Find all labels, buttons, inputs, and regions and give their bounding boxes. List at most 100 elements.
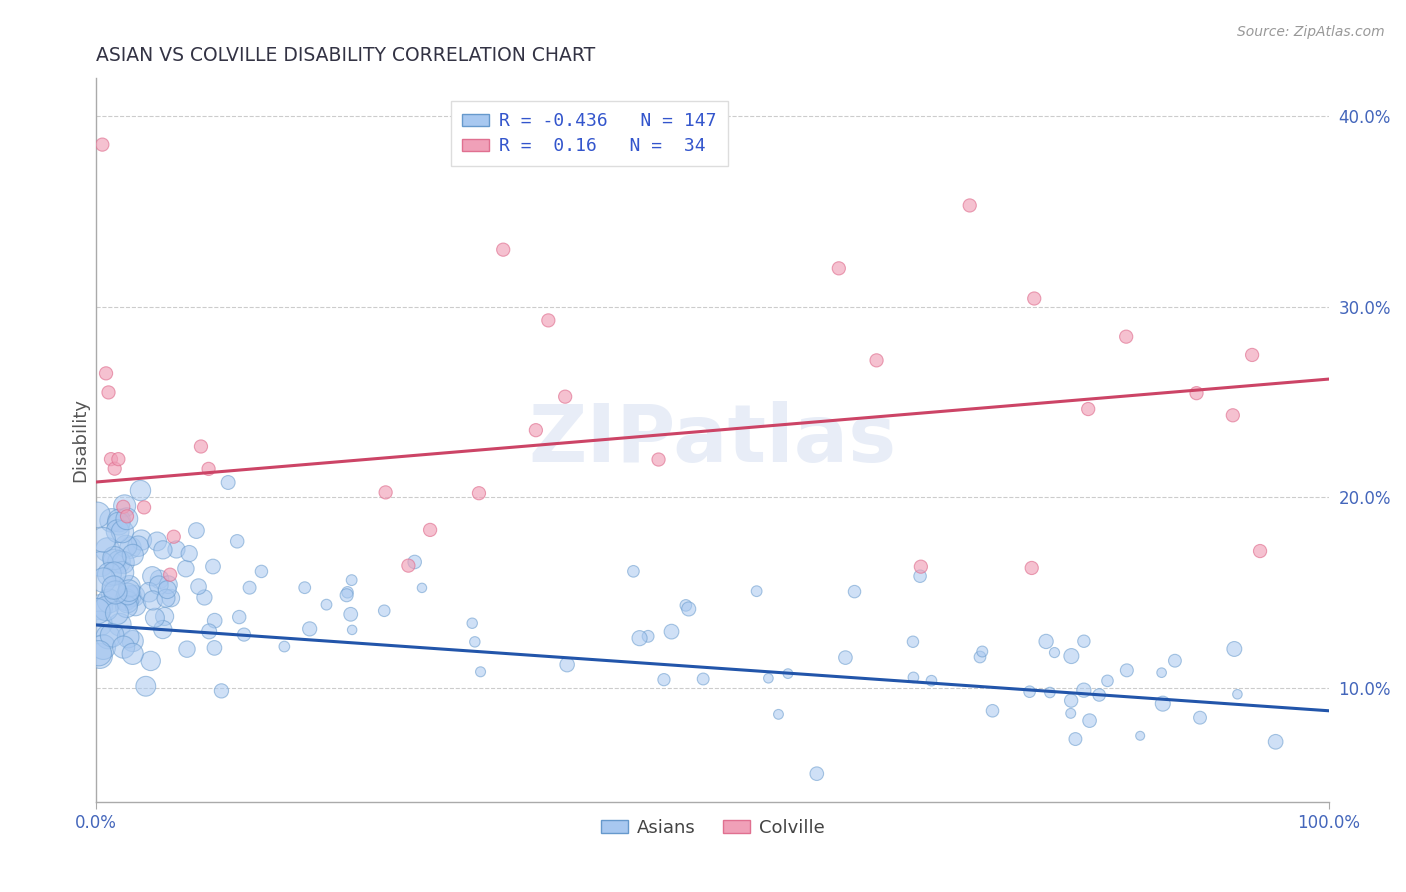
Point: [152, 542, 174, 557]
Point: [758, 671, 780, 685]
Point: [340, 573, 363, 587]
Point: [204, 640, 226, 655]
Point: [209, 684, 232, 698]
Point: [107, 452, 129, 467]
Point: [554, 390, 576, 404]
Point: [652, 673, 675, 687]
Point: [135, 679, 157, 693]
Y-axis label: Disability: Disability: [72, 398, 89, 482]
Point: [1129, 729, 1152, 743]
Point: [159, 591, 181, 605]
Point: [138, 585, 160, 599]
Point: [152, 623, 174, 637]
Point: [112, 500, 135, 514]
Point: [903, 670, 925, 684]
Point: [115, 592, 138, 607]
Point: [91, 137, 114, 152]
Point: [163, 530, 186, 544]
Point: [336, 585, 359, 599]
Point: [115, 599, 138, 614]
Point: [1073, 683, 1095, 698]
Point: [93, 573, 115, 587]
Point: [104, 585, 127, 599]
Point: [1018, 684, 1040, 698]
Point: [1073, 634, 1095, 648]
Point: [111, 524, 134, 539]
Text: ASIAN VS COLVILLE DISABILITY CORRELATION CHART: ASIAN VS COLVILLE DISABILITY CORRELATION…: [96, 46, 595, 65]
Point: [121, 647, 143, 661]
Point: [89, 600, 111, 615]
Point: [1115, 664, 1137, 678]
Text: ZIPatlas: ZIPatlas: [529, 401, 897, 479]
Point: [117, 630, 139, 644]
Point: [115, 509, 138, 524]
Point: [179, 547, 201, 561]
Point: [97, 385, 120, 400]
Point: [114, 499, 136, 513]
Point: [1097, 673, 1119, 688]
Point: [1223, 642, 1246, 657]
Point: [174, 562, 197, 576]
Point: [806, 766, 828, 780]
Point: [461, 616, 484, 631]
Point: [118, 583, 141, 598]
Point: [89, 648, 111, 663]
Point: [1088, 688, 1111, 702]
Point: [315, 598, 337, 612]
Point: [124, 599, 146, 613]
Point: [108, 617, 131, 632]
Point: [186, 524, 208, 538]
Point: [233, 627, 256, 641]
Point: [187, 580, 209, 594]
Point: [142, 593, 165, 607]
Point: [98, 567, 121, 582]
Point: [91, 533, 114, 547]
Point: [111, 566, 134, 580]
Point: [1222, 409, 1244, 423]
Point: [197, 462, 219, 476]
Point: [411, 581, 433, 595]
Point: [108, 555, 131, 569]
Point: [969, 650, 991, 665]
Point: [201, 559, 224, 574]
Point: [1060, 706, 1083, 721]
Point: [146, 534, 169, 549]
Point: [298, 622, 321, 636]
Point: [1077, 402, 1099, 417]
Point: [908, 569, 931, 583]
Point: [104, 554, 127, 568]
Point: [103, 581, 125, 595]
Point: [117, 595, 139, 609]
Point: [537, 313, 560, 327]
Point: [1043, 646, 1066, 660]
Point: [143, 611, 166, 625]
Point: [373, 604, 395, 618]
Point: [524, 423, 547, 437]
Point: [96, 542, 118, 557]
Point: [124, 589, 146, 603]
Point: [1150, 665, 1173, 680]
Point: [374, 485, 396, 500]
Point: [339, 607, 361, 622]
Text: Source: ZipAtlas.com: Source: ZipAtlas.com: [1237, 25, 1385, 39]
Point: [103, 551, 125, 566]
Point: [115, 512, 138, 526]
Point: [464, 635, 486, 649]
Point: [239, 581, 262, 595]
Point: [86, 508, 108, 522]
Point: [127, 539, 149, 553]
Point: [1060, 693, 1083, 707]
Point: [828, 261, 851, 276]
Point: [204, 614, 226, 628]
Point: [120, 589, 142, 603]
Point: [86, 604, 108, 618]
Point: [91, 640, 114, 654]
Point: [129, 483, 152, 498]
Point: [250, 565, 273, 579]
Point: [87, 646, 110, 660]
Point: [228, 610, 250, 624]
Point: [103, 566, 125, 581]
Point: [100, 513, 122, 527]
Point: [661, 624, 683, 639]
Point: [139, 654, 162, 668]
